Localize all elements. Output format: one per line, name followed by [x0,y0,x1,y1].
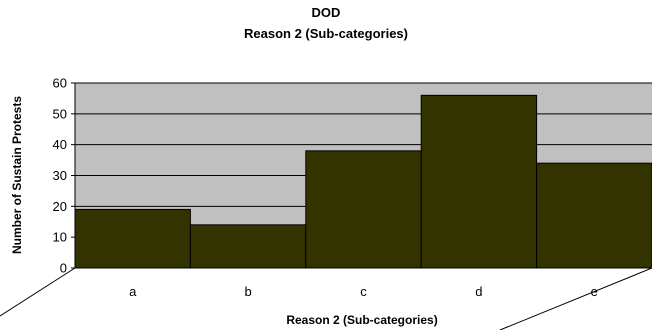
x-tick-label-a: a [129,284,137,299]
bar-c [305,150,422,269]
x-axis-title: Reason 2 (Sub-categories) [286,313,437,327]
y-tick-label: 10 [53,230,67,245]
chart-subtitle: Reason 2 (Sub-categories) [244,26,408,41]
y-tick-label: 30 [53,168,67,183]
chart-title: DOD [312,5,341,20]
bar-e [536,162,652,269]
decorative-line-left [0,267,76,317]
x-axis-ticks: abcde [129,284,598,299]
y-tick-label: 20 [53,199,67,214]
y-tick-label: 40 [53,137,67,152]
y-axis-title: Number of Sustain Protests [10,96,24,254]
y-tick-label: 50 [53,106,67,121]
bars [74,94,652,269]
x-tick-label-b: b [244,284,251,299]
y-axis-ticks: 0 10 20 30 40 50 60 [53,76,75,276]
x-tick-label-c: c [360,284,367,299]
decorative-line-right [499,267,652,330]
x-tick-label-d: d [475,284,482,299]
y-tick-label: 0 [60,261,67,276]
y-tick-label: 60 [53,76,67,91]
bar-b [189,224,307,269]
bar-d [420,94,538,269]
bar-a [74,208,191,269]
